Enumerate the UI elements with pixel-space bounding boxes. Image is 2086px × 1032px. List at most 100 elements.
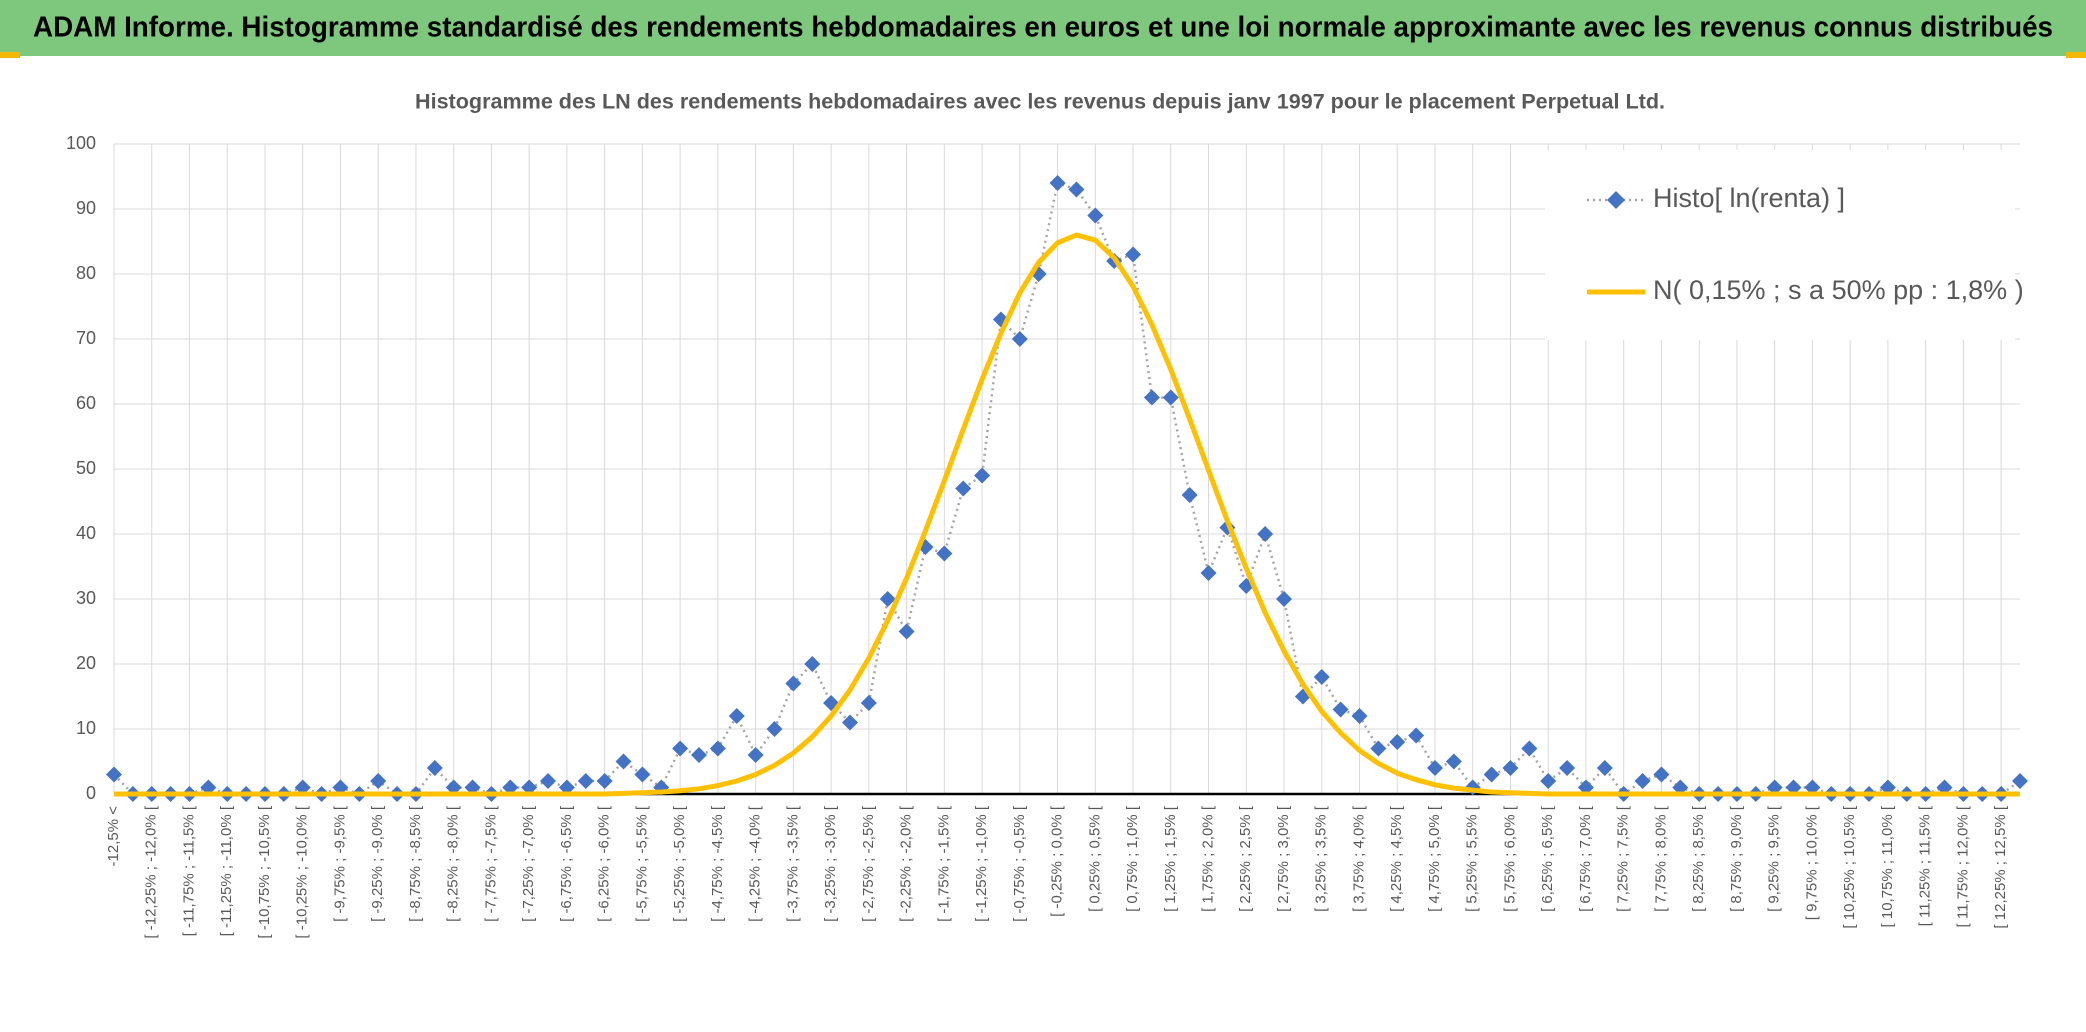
histogram-point [747, 747, 764, 763]
histogram-point [1389, 734, 1406, 750]
histogram-point [1634, 773, 1651, 789]
x-tick-label: [ -1,75% ; -1,5% [ [935, 805, 952, 922]
x-tick-label: -12,5% < [105, 806, 122, 867]
histogram-point [1370, 740, 1387, 757]
histogram-point [1200, 565, 1217, 581]
histogram-point [596, 773, 613, 789]
x-tick-label: [ -4,75% ; -4,5% [ [709, 805, 726, 922]
histogram-point [766, 721, 783, 737]
chart-title: Histogramme des LN des rendements hebdom… [415, 91, 1665, 114]
histogram-point [841, 714, 858, 731]
histogram-point [1426, 760, 1443, 776]
histogram-point [370, 773, 387, 789]
histogram-point [974, 467, 991, 484]
histogram-point [672, 740, 689, 757]
histogram-point [1011, 331, 1028, 347]
x-tick-label: [ 7,25% ; 7,5% [ [1615, 805, 1632, 912]
histogram-point [879, 591, 896, 607]
x-tick-label: [ -9,75% ; -9,5% [ [331, 805, 348, 922]
x-tick-label: [ 5,25% ; 5,5% [ [1464, 805, 1481, 912]
histogram-point [804, 656, 821, 672]
x-tick-label: [ 1,25% ; 1,5% [ [1162, 805, 1179, 912]
histogram-point [1483, 766, 1500, 783]
x-tick-label: [ 3,75% ; 4,0% [ [1350, 805, 1367, 912]
page-title: ADAM Informe. Histogramme standardisé de… [33, 12, 2053, 44]
histogram-point [709, 740, 726, 757]
x-tick-label: [ -6,25% ; -6,0% [ [596, 805, 613, 922]
legend-label: N( 0,15% ; s a 50% pp : 1,8% ) [1653, 275, 2024, 305]
x-tick-label: [ -10,25% ; -10,0% [ [294, 805, 311, 938]
header-bar [0, 0, 2086, 56]
x-tick-label: [ -2,75% ; -2,5% [ [860, 805, 877, 922]
histogram-point [860, 695, 877, 711]
x-tick-label: [ 8,75% ; 9,0% [ [1728, 805, 1745, 912]
histogram-point [1143, 389, 1160, 406]
x-tick-label: [ 8,25% ; 8,5% [ [1690, 805, 1707, 912]
y-tick-label: 40 [76, 523, 96, 543]
histogram-point [955, 480, 972, 497]
corner-mark [0, 52, 20, 58]
histogram-point [577, 773, 594, 789]
x-tick-label: [ -4,25% ; -4,0% [ [747, 805, 764, 922]
x-tick-label: [ -0,75% ; -0,5% [ [1011, 805, 1028, 922]
corner-mark [2066, 52, 2086, 58]
legend-marker [1607, 191, 1625, 209]
x-tick-label: [ 0,75% ; 1,0% [ [1124, 805, 1141, 912]
legend-box [1545, 150, 2015, 340]
x-tick-label: [ -2,25% ; -2,0% [ [898, 805, 915, 922]
x-tick-label: [ -8,75% ; -8,5% [ [407, 805, 424, 922]
histogram-point [1276, 591, 1293, 607]
histogram-point [1521, 740, 1538, 757]
x-tick-label: [ 0,25% ; 0,5% [ [1086, 805, 1103, 912]
histogram-point [785, 675, 802, 692]
x-tick-label: [ -3,25% ; -3,0% [ [822, 805, 839, 922]
histogram-point [728, 708, 745, 724]
x-tick-label: [ -11,75% ; -11,5% [ [180, 805, 197, 936]
x-tick-label: [ -1,25% ; -1,0% [ [973, 805, 990, 922]
histogram-point [1559, 760, 1576, 776]
y-tick-label: 90 [76, 198, 96, 218]
x-tick-label: [ 11,75% ; 12,0% [ [1954, 805, 1971, 927]
x-tick-label: [ 4,25% ; 4,5% [ [1388, 805, 1405, 912]
histogram-point [2012, 773, 2028, 789]
x-tick-label: [ 2,25% ; 2,5% [ [1237, 805, 1254, 912]
histogram-point [615, 753, 632, 770]
normal-curve [114, 232, 2020, 797]
histogram-point [1653, 766, 1670, 783]
y-tick-label: 10 [76, 718, 96, 738]
x-tick-label: [ -12,25% ; -12,0% [ [143, 805, 160, 938]
x-tick-label: [ 4,75% ; 5,0% [ [1426, 805, 1443, 912]
histogram-point [634, 766, 651, 783]
y-tick-label: 30 [76, 588, 96, 608]
histogram-point [691, 747, 708, 763]
histogram-point [1502, 760, 1519, 776]
histogram-point [106, 766, 122, 783]
x-tick-label: [ -7,75% ; -7,5% [ [482, 805, 499, 922]
x-tick-label: [ 10,25% ; 10,5% [ [1841, 805, 1858, 928]
histogram-point [1125, 246, 1142, 263]
x-tick-label: [ 6,25% ; 6,5% [ [1539, 805, 1556, 912]
x-tick-label: [ -10,75% ; -10,5% [ [256, 805, 273, 938]
histogram-point [936, 545, 953, 562]
x-tick-label: [ -3,75% ; -3,5% [ [784, 805, 801, 922]
histogram-point [1408, 727, 1425, 744]
histogram-point [1162, 389, 1179, 406]
y-tick-label: 50 [76, 458, 96, 478]
histogram-point [1596, 760, 1613, 776]
histogram-point [1068, 181, 1085, 198]
histogram-point [1445, 753, 1462, 770]
histogram-point [1181, 487, 1198, 503]
histogram-point [898, 623, 915, 640]
x-tick-label: [ 12,25% ; 12,5% [ [1992, 805, 2009, 928]
histogram-point [1049, 175, 1066, 191]
y-tick-label: 70 [76, 328, 96, 348]
x-tick-label: [ 1,75% ; 2,0% [ [1200, 805, 1217, 912]
y-tick-label: 100 [66, 133, 96, 153]
x-tick-label: [ 3,25% ; 3,5% [ [1313, 805, 1330, 912]
x-tick-label: [ -5,25% ; -5,0% [ [671, 805, 688, 922]
histogram-point [1313, 669, 1330, 685]
x-tick-label: [ 2,75% ; 3,0% [ [1275, 805, 1292, 912]
x-tick-label: [ -8,25% ; -8,0% [ [445, 805, 462, 922]
x-tick-label: [ -5,75% ; -5,5% [ [633, 805, 650, 922]
